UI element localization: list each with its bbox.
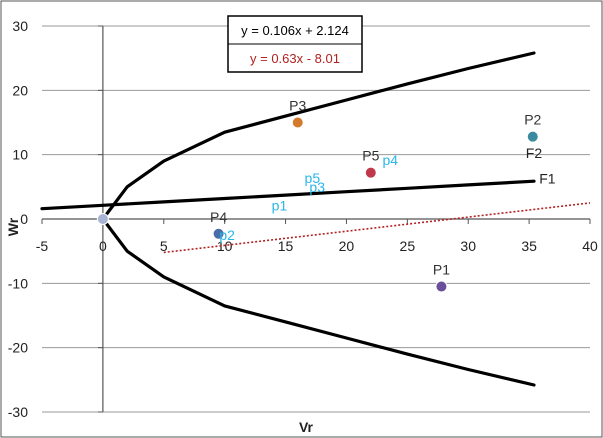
point-label-p1: P1 <box>433 262 450 278</box>
y-tick-label: -30 <box>8 404 28 420</box>
series-layer <box>40 51 591 387</box>
equation-1-text: y = 0.106x + 2.124 <box>241 23 349 38</box>
y-tick-label: -10 <box>8 275 28 291</box>
x-tick-label: 20 <box>339 238 355 254</box>
series-label-f2: F2 <box>526 145 543 161</box>
data-point-p1 <box>435 280 448 293</box>
y-tick-label: -20 <box>8 340 28 356</box>
series-line-f2 <box>101 51 536 221</box>
x-tick-label: -5 <box>36 238 49 254</box>
cyan-label-p2: p2 <box>219 227 235 243</box>
red-trendline <box>163 202 591 254</box>
point-label-p2: P2 <box>524 112 541 128</box>
x-tick-label: 40 <box>582 238 598 254</box>
grid-layer <box>42 25 590 413</box>
point-label-p3: P3 <box>289 98 306 114</box>
label-layer: P1 P2 P3 P4 P5 p1 p2 p3 p4 p5 F1 F2 <box>210 98 556 278</box>
x-tick-label: 15 <box>278 238 294 254</box>
x-tick-label: 0 <box>99 238 107 254</box>
y-tick-label: 10 <box>12 147 28 163</box>
x-axis-title: Vr <box>299 419 314 435</box>
x-tick-label: 30 <box>460 238 476 254</box>
cyan-label-p1: p1 <box>272 198 288 214</box>
point-layer <box>96 116 539 293</box>
data-point-p5 <box>364 166 377 179</box>
y-tick-label: 20 <box>12 82 28 98</box>
data-point-origin <box>96 213 109 225</box>
x-tick-label: 25 <box>400 238 416 254</box>
data-point-p2 <box>526 130 539 143</box>
data-point-p3 <box>291 116 304 129</box>
cyan-label-p5: p5 <box>305 170 321 186</box>
point-label-p5: P5 <box>362 148 379 164</box>
series-label-f1: F1 <box>539 171 556 187</box>
point-label-p4: P4 <box>210 209 227 225</box>
y-tick-label: 0 <box>20 211 28 227</box>
series-line-f1 <box>40 179 536 211</box>
cyan-label-p4: p4 <box>382 152 398 168</box>
y-tick-label: 30 <box>12 18 28 34</box>
cyan-label-p3: p3 <box>309 179 325 195</box>
equation-2-text: y = 0.63x - 8.01 <box>250 51 340 66</box>
y-axis-title: Wr <box>5 217 21 236</box>
data-point-p4 <box>212 227 225 240</box>
series-line-lower-boundary <box>101 217 536 387</box>
x-tick-label: 5 <box>160 238 168 254</box>
trendline-equation-box: y = 0.106x + 2.124 y = 0.63x - 8.01 <box>227 15 363 73</box>
x-tick-label: 35 <box>521 238 537 254</box>
